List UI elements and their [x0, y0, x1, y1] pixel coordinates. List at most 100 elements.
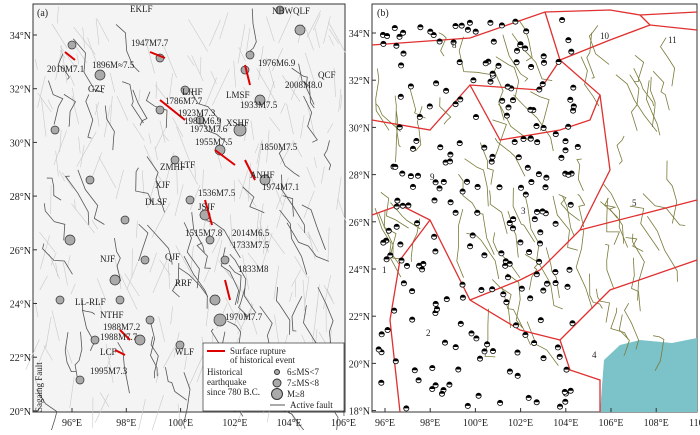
earthquake — [91, 336, 99, 344]
y-tick-label: 24°N — [10, 300, 31, 311]
fault-label: EKLF — [130, 4, 153, 14]
earthquake — [95, 70, 105, 80]
y-tick-label: 26°N — [349, 218, 370, 229]
x-tick-label: 98°E — [420, 418, 440, 429]
legend-text: of historical event — [230, 355, 295, 365]
region-number: 8 — [452, 40, 457, 50]
event-label: 1976M6.9 — [258, 58, 296, 68]
x-tick-label: 106°E — [331, 418, 356, 429]
earthquake — [295, 25, 305, 35]
fault-label: GZF — [88, 84, 105, 94]
event-label: 2008M8.0 — [285, 80, 323, 90]
legend-symbol — [275, 370, 280, 375]
earthquake — [141, 256, 149, 264]
region-number: 11 — [668, 35, 677, 45]
event-label: 1933M7.5 — [240, 100, 278, 110]
earthquake — [221, 256, 229, 264]
fault-label: XSHF — [226, 118, 249, 128]
earthquake — [246, 51, 254, 59]
y-tick-label: 28°N — [349, 171, 370, 182]
y-tick-label: 34°N — [349, 29, 370, 40]
event-label: 2014M6.5 — [232, 228, 270, 238]
y-tick-label: 22°N — [10, 353, 31, 364]
earthquake — [156, 106, 164, 114]
region-number: 1 — [382, 265, 387, 275]
earthquake — [210, 295, 220, 305]
x-tick-label: 102°E — [222, 418, 247, 429]
x-tick-label: 100°E — [463, 418, 488, 429]
y-tick-label: 30°N — [349, 123, 370, 134]
region-number: 10 — [600, 31, 610, 41]
legend-symbol — [272, 389, 283, 400]
fault-label: NTHF — [100, 310, 124, 320]
earthquake — [68, 41, 76, 49]
legend-text: Historical — [207, 367, 243, 377]
fault-label: ZMHF — [160, 162, 185, 172]
legend-text: 7≤MS<8 — [287, 378, 320, 388]
fault-label: QJF — [165, 252, 180, 262]
y-tick-label: 18°N — [349, 407, 370, 418]
earthquake — [86, 176, 94, 184]
fault-label: LCF — [100, 347, 117, 357]
fault-label: QCF — [318, 70, 336, 80]
earthquake — [116, 296, 124, 304]
legend-text: 6≤MS<7 — [287, 367, 320, 377]
x-tick-label: 108°E — [644, 418, 669, 429]
event-label: 1536M7.5 — [198, 188, 236, 198]
fault-label: JSJF — [198, 202, 215, 212]
event-label: 1970M7.7 — [225, 312, 263, 322]
y-tick-label: 32°N — [10, 85, 31, 96]
event-label: 1995M7.3 — [90, 366, 128, 376]
earthquake — [110, 275, 120, 285]
event-label: 1733M7.5 — [232, 240, 270, 250]
x-tick-label: 110°E — [689, 418, 700, 429]
fault-label: RRF — [175, 278, 192, 288]
earthquake — [51, 126, 59, 134]
region-number: 2 — [426, 328, 431, 338]
legend-text: M≥8 — [287, 389, 305, 399]
x-tick-label: 96°E — [375, 418, 395, 429]
earthquake — [186, 196, 194, 204]
fault-label: XJF — [155, 180, 170, 190]
event-label: 1515M7.8 — [185, 228, 223, 238]
event-label: 1896M≈7.5 — [92, 60, 135, 70]
legend-text: since 780 B.C. — [207, 387, 260, 397]
fault-label: LMSF — [226, 90, 250, 100]
legend-symbol — [273, 379, 281, 387]
panel-label: (a) — [37, 8, 48, 19]
fault-label: WLF — [175, 347, 194, 357]
x-tick-label: 104°E — [277, 418, 302, 429]
x-tick-label: 96°E — [62, 418, 82, 429]
earthquake — [56, 296, 64, 304]
event-label: 1947M7.7 — [131, 38, 169, 48]
y-tick-label: 24°N — [349, 265, 370, 276]
earthquake — [76, 376, 84, 384]
y-tick-label: 22°N — [349, 312, 370, 323]
y-tick-label: 20°N — [349, 359, 370, 370]
event-label: 2010M7.1 — [47, 64, 84, 74]
x-tick-label: 102°E — [508, 418, 533, 429]
region-number: 9 — [430, 172, 435, 182]
region-number: 5 — [632, 198, 637, 208]
fault-label: NBWQLF — [272, 6, 310, 16]
event-label: 1988M7.2 — [103, 322, 140, 332]
earthquake — [146, 316, 154, 324]
y-tick-label: 34°N — [10, 31, 31, 42]
fault-name: Sagaing Fault — [34, 362, 44, 412]
event-label: 1786M7.7 — [165, 96, 203, 106]
y-tick-label: 32°N — [349, 76, 370, 87]
legend-text: earthquake — [207, 377, 246, 387]
y-tick-label: 30°N — [10, 138, 31, 149]
panel-label: (b) — [377, 8, 389, 19]
event-label: 1850M7.5 — [260, 142, 298, 152]
x-tick-label: 106°E — [598, 418, 623, 429]
event-label: 1955M7.5 — [195, 137, 233, 147]
earthquake — [65, 235, 75, 245]
y-tick-label: 26°N — [10, 246, 31, 257]
x-tick-label: 104°E — [553, 418, 578, 429]
x-tick-label: 98°E — [116, 418, 136, 429]
region-number: 4 — [592, 350, 597, 360]
fault-label: DLSF — [145, 197, 167, 207]
y-tick-label: 20°N — [10, 407, 31, 418]
event-label: 1973M7.6 — [190, 124, 228, 134]
